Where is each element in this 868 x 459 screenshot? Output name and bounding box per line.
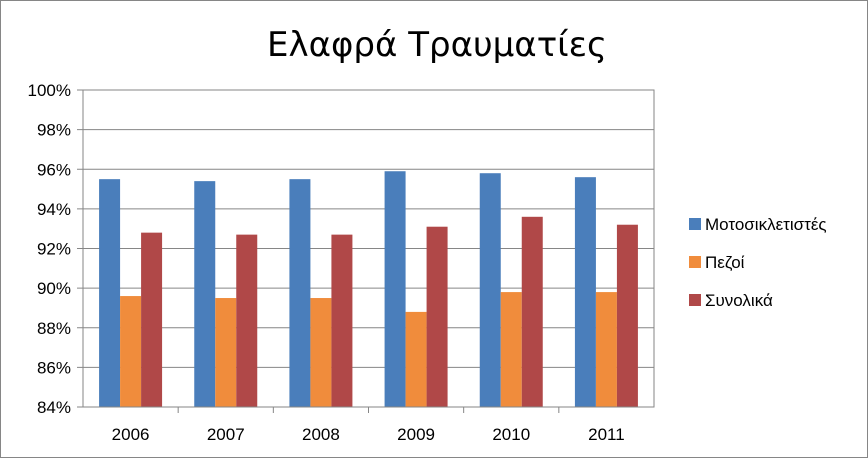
bar-2007-1 [194,181,216,407]
bar-2008-3 [331,234,353,407]
bar-2009-2 [405,311,427,407]
legend-swatch [689,294,701,306]
bar-2008-2 [310,298,332,407]
bar-2008-1 [289,179,311,407]
x-tick-label: 2010 [492,425,530,444]
gridlines [83,89,654,408]
y-tick-label: 86% [37,358,71,377]
legend-label: Πεζοί [705,253,745,272]
bar-2006-1 [99,179,121,407]
bar-2011-1 [574,177,596,407]
y-tick-label: 88% [37,319,71,338]
bar-2007-2 [215,298,237,407]
y-tick-label: 94% [37,200,71,219]
legend-label: Συνολικά [705,291,773,310]
bar-2010-1 [479,173,501,407]
legend-swatch [689,218,701,230]
x-axis-ticks: 2006 2007 2008 2009 2010 2011 [112,407,625,444]
x-tick-label: 2006 [112,425,150,444]
bar-2010-3 [521,216,543,407]
bar-2010-2 [500,292,522,407]
x-tick-label: 2008 [302,425,340,444]
x-tick-label: 2007 [207,425,245,444]
y-tick-label: 98% [37,121,71,140]
legend-label: Μοτοσικλετιστές [705,215,827,234]
bar-2009-1 [384,171,406,407]
bars [99,171,638,407]
y-tick-label: 92% [37,240,71,259]
y-tick-label: 100% [28,81,71,100]
bar-2006-2 [120,296,142,407]
y-tick-label: 84% [37,398,71,417]
bar-2011-3 [616,224,638,407]
y-tick-label: 90% [37,279,71,298]
legend: Μοτοσικλετιστές Πεζοί Συνολικά [689,215,827,310]
x-tick-label: 2011 [588,425,625,444]
bar-2011-2 [595,292,617,407]
chart-title: Ελαφρά Τραυματίες [267,25,607,65]
bar-2007-3 [236,234,258,407]
bar-2006-3 [141,232,163,407]
y-axis-ticks: 84% 86% 88% 90% 92% 94% 96% 98% 100% [28,81,83,417]
bar-2009-3 [426,226,448,407]
y-tick-label: 96% [37,160,71,179]
legend-swatch [689,256,701,268]
x-tick-label: 2009 [397,425,435,444]
